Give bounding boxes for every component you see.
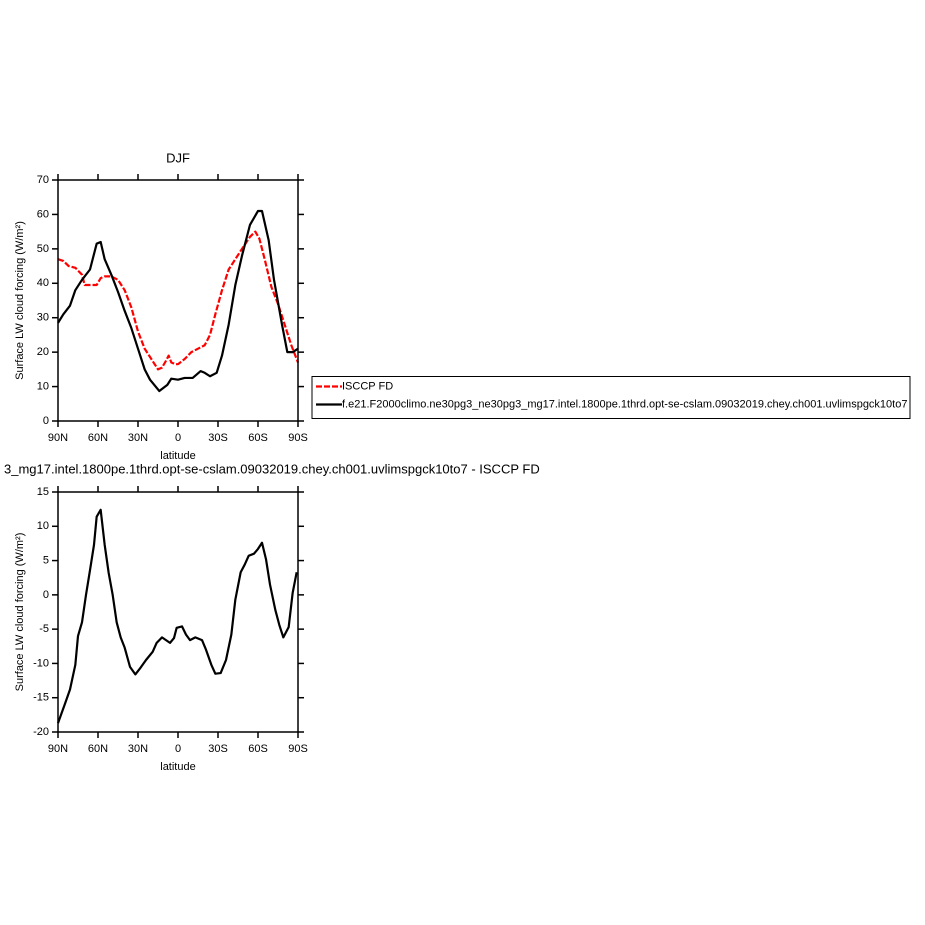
chart-title: 3_mg17.intel.1800pe.1thrd.opt-se-cslam.0… [4,461,540,476]
y-tick-label: 5 [43,554,49,566]
x-tick-label: 90S [288,743,308,755]
y-axis-label: Surface LW cloud forcing (W/m²) [14,221,26,380]
legend-label: f.e21.F2000climo.ne30pg3_ne30pg3_mg17.in… [342,398,907,410]
y-tick-label: 70 [37,174,49,186]
legend-frame [311,376,911,419]
plot-frame [57,491,299,733]
y-axis-label: Surface LW cloud forcing (W/m²) [14,533,26,692]
y-tick-label: 20 [37,346,49,358]
x-tick-label: 60N [88,432,108,444]
y-tick-label: 60 [37,208,49,220]
x-tick-label: 30N [128,743,148,755]
x-tick-label: 90N [48,743,68,755]
y-tick-label: 10 [37,380,49,392]
x-tick-label: 30S [208,743,228,755]
data-line [57,230,300,371]
x-tick-label: 0 [175,432,181,444]
legend: ISCCP FD f.e21.F2000climo.ne30pg3_ne30pg3… [311,376,911,419]
data-line [56,508,298,724]
y-tick-label: 15 [37,486,49,498]
x-tick-label: 60N [88,743,108,755]
chart-title: DJF [166,150,190,165]
x-tick-label: 30S [208,432,228,444]
y-tick-label: 10 [37,520,49,532]
y-tick-label: -15 [33,692,49,704]
x-axis-label: latitude [160,761,195,773]
y-tick-label: 50 [37,243,49,255]
x-tick-label: 60S [248,432,268,444]
x-tick-label: 0 [175,743,181,755]
y-tick-label: -20 [33,726,49,738]
x-tick-label: 30N [128,432,148,444]
y-tick-label: -5 [39,623,49,635]
x-tick-label: 90N [48,432,68,444]
x-axis-label: latitude [160,450,195,462]
plot-frame [57,179,299,422]
x-tick-label: 60S [248,743,268,755]
y-tick-label: 40 [37,277,49,289]
y-tick-label: 30 [37,312,49,324]
y-tick-label: 0 [43,589,49,601]
data-line [57,209,299,393]
y-tick-label: -10 [33,657,49,669]
y-tick-label: 0 [43,415,49,427]
legend-label: ISCCP FD [342,380,393,392]
x-tick-label: 90S [288,432,308,444]
